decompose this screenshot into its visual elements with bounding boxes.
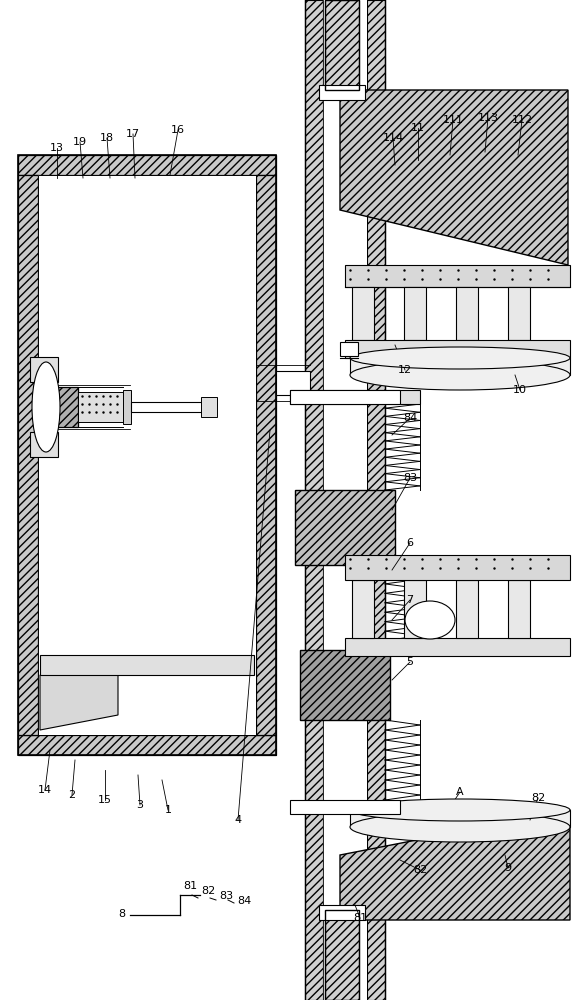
Text: 19: 19 [73,137,87,147]
Ellipse shape [350,347,570,369]
Ellipse shape [350,812,570,842]
Text: 82: 82 [201,886,215,896]
Bar [18,175,38,735]
Ellipse shape [350,799,570,821]
Bar [300,650,390,720]
Text: 9: 9 [505,863,511,873]
Text: 17: 17 [126,129,140,139]
Text: 15: 15 [98,795,112,805]
Ellipse shape [32,362,60,452]
Bar [345,555,570,580]
Bar [404,287,426,340]
Text: 114: 114 [383,133,404,143]
Text: 84: 84 [403,413,417,423]
Bar [319,905,365,920]
Bar [345,638,570,656]
Text: 2: 2 [69,790,76,800]
Bar [256,175,276,735]
Polygon shape [350,810,570,827]
Ellipse shape [405,601,455,639]
Text: 13: 13 [50,143,64,153]
Bar [456,580,478,638]
Bar [295,490,395,565]
Text: 8: 8 [118,909,126,919]
Polygon shape [40,675,118,730]
Text: 4: 4 [235,815,241,825]
Text: 111: 111 [443,115,463,125]
Text: 7: 7 [407,595,414,605]
Bar [30,357,58,382]
Bar [325,910,359,1000]
Bar [404,580,426,638]
Text: 83: 83 [403,473,417,483]
Bar [38,175,256,735]
Text: 3: 3 [137,800,144,810]
Bar [123,390,131,424]
Text: 82: 82 [413,865,427,875]
Bar [456,287,478,340]
Bar [78,392,123,422]
Text: 84: 84 [237,896,251,906]
Text: 113: 113 [478,113,499,123]
Text: 82: 82 [531,793,545,803]
Bar [345,340,570,358]
Text: 16: 16 [171,125,185,135]
Polygon shape [340,810,570,920]
Text: 11: 11 [411,123,425,133]
Bar [18,155,276,755]
Bar [345,265,570,287]
Bar [201,397,217,417]
Bar [30,432,58,457]
Bar [40,387,78,427]
Text: 10: 10 [513,385,527,395]
Bar [18,735,276,755]
Text: 1: 1 [165,805,172,815]
Bar [38,175,256,735]
Bar [325,0,359,90]
Bar [131,402,211,412]
Bar [40,655,254,675]
Ellipse shape [350,360,570,390]
Bar [340,342,358,356]
Text: 14: 14 [38,785,52,795]
Bar [323,0,367,1000]
Bar [276,371,310,395]
Text: 12: 12 [398,365,412,375]
Text: 18: 18 [100,133,114,143]
Bar [367,0,385,1000]
Bar [352,580,374,638]
Text: 81: 81 [183,881,197,891]
Polygon shape [340,90,568,265]
Bar [290,800,400,814]
Polygon shape [350,358,570,375]
Bar [290,390,400,404]
Bar [325,0,359,90]
Bar [305,0,323,1000]
Bar [18,155,276,175]
Text: 83: 83 [219,891,233,901]
Text: 5: 5 [407,657,414,667]
Text: A: A [456,787,464,797]
Bar [352,287,374,340]
Text: 112: 112 [511,115,533,125]
Text: 81: 81 [353,913,367,923]
Bar [290,390,420,404]
Bar [325,910,359,1000]
Text: 6: 6 [407,538,414,548]
Bar [508,287,530,340]
Bar [319,85,365,100]
Bar [508,580,530,638]
